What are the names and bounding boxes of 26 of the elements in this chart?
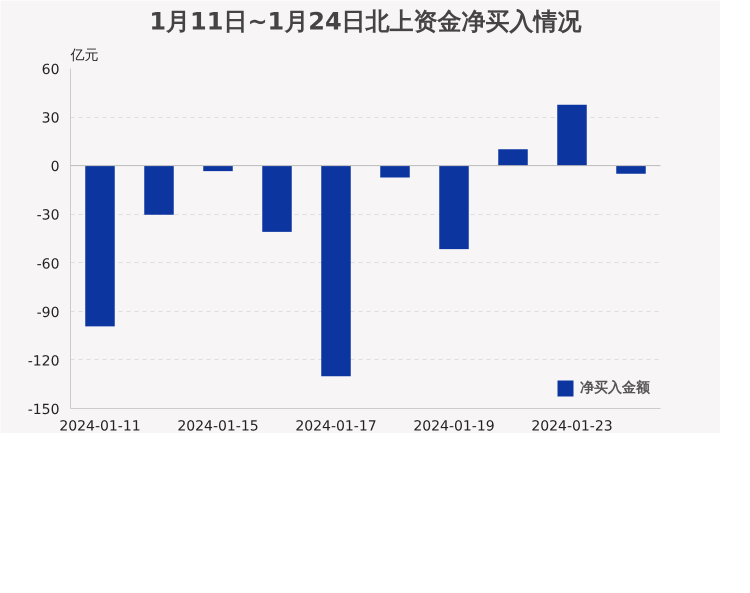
bar — [203, 166, 233, 172]
bar — [498, 149, 528, 166]
y-tick-label: -150 — [28, 402, 60, 418]
legend-label: 净买入金额 — [580, 379, 650, 397]
bar — [262, 166, 292, 232]
x-tick-label: 2024-01-15 — [177, 418, 259, 434]
bar — [380, 166, 410, 178]
y-tick-label: 30 — [42, 110, 60, 127]
y-axis-title: 亿元 — [70, 48, 98, 64]
bar — [144, 166, 174, 215]
x-tick-label: 2024-01-19 — [413, 418, 495, 434]
x-tick-label: 2024-01-17 — [295, 418, 377, 434]
y-tick-label: 60 — [42, 62, 60, 78]
bar — [85, 166, 115, 326]
y-tick-label: -120 — [28, 353, 60, 370]
y-tick-label: 0 — [50, 159, 60, 176]
bar — [557, 104, 587, 166]
bar — [321, 166, 351, 376]
bar — [616, 166, 646, 174]
x-tick-label: 2024-01-11 — [59, 418, 141, 434]
chart-title: 1月11日~1月24日北上资金净买入情况 — [149, 8, 583, 36]
y-tick-label: -90 — [36, 304, 60, 321]
x-tick-label: 2024-01-23 — [531, 418, 613, 434]
y-tick-label: -30 — [36, 208, 60, 224]
bar — [439, 166, 469, 250]
y-tick-label: -60 — [36, 256, 60, 272]
